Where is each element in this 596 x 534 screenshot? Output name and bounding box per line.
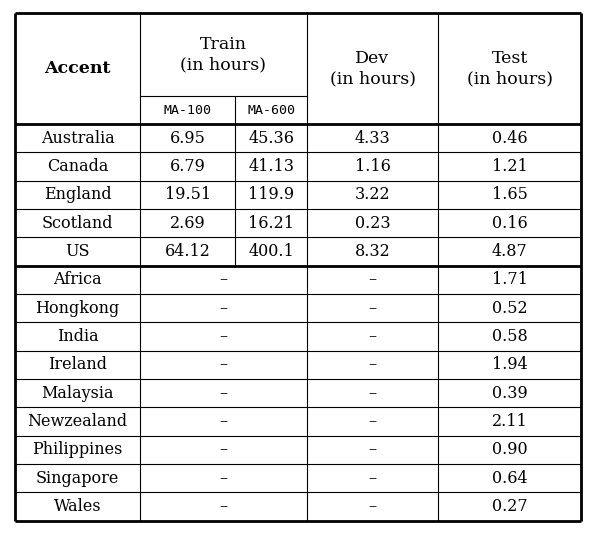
- Text: 1.16: 1.16: [355, 158, 390, 175]
- Text: –: –: [368, 441, 377, 458]
- Text: 0.64: 0.64: [492, 469, 527, 486]
- Text: Malaysia: Malaysia: [41, 384, 114, 402]
- Text: Canada: Canada: [47, 158, 108, 175]
- Text: 16.21: 16.21: [248, 215, 294, 232]
- Text: Wales: Wales: [54, 498, 101, 515]
- Text: 4.33: 4.33: [355, 130, 390, 146]
- Text: Accent: Accent: [44, 60, 111, 77]
- Text: MA-100: MA-100: [164, 104, 212, 116]
- Text: Philippines: Philippines: [32, 441, 123, 458]
- Text: India: India: [57, 328, 98, 345]
- Text: 0.58: 0.58: [492, 328, 527, 345]
- Text: MA-600: MA-600: [247, 104, 295, 116]
- Text: England: England: [44, 186, 111, 203]
- Text: –: –: [219, 413, 228, 430]
- Text: –: –: [368, 469, 377, 486]
- Text: 45.36: 45.36: [248, 130, 294, 146]
- Text: –: –: [368, 413, 377, 430]
- Text: –: –: [219, 271, 228, 288]
- Text: Dev
(in hours): Dev (in hours): [330, 50, 415, 87]
- Text: 119.9: 119.9: [248, 186, 294, 203]
- Text: –: –: [219, 300, 228, 317]
- Text: –: –: [368, 271, 377, 288]
- Text: 1.21: 1.21: [492, 158, 527, 175]
- Text: 0.16: 0.16: [492, 215, 527, 232]
- Text: 41.13: 41.13: [248, 158, 294, 175]
- Text: Australia: Australia: [41, 130, 114, 146]
- Text: 6.95: 6.95: [170, 130, 206, 146]
- Text: –: –: [219, 441, 228, 458]
- Text: 0.52: 0.52: [492, 300, 527, 317]
- Text: 8.32: 8.32: [355, 243, 390, 260]
- Text: 6.79: 6.79: [170, 158, 206, 175]
- Text: –: –: [368, 384, 377, 402]
- Text: Ireland: Ireland: [48, 356, 107, 373]
- Text: 1.71: 1.71: [492, 271, 527, 288]
- Text: Newzealand: Newzealand: [27, 413, 128, 430]
- Text: –: –: [219, 498, 228, 515]
- Text: 19.51: 19.51: [164, 186, 211, 203]
- Text: 0.27: 0.27: [492, 498, 527, 515]
- Text: Test
(in hours): Test (in hours): [467, 50, 552, 87]
- Text: –: –: [368, 356, 377, 373]
- Text: –: –: [368, 498, 377, 515]
- Text: 400.1: 400.1: [249, 243, 294, 260]
- Text: 0.39: 0.39: [492, 384, 527, 402]
- Text: 0.90: 0.90: [492, 441, 527, 458]
- Text: 64.12: 64.12: [165, 243, 210, 260]
- Text: Hongkong: Hongkong: [35, 300, 120, 317]
- Text: –: –: [219, 356, 228, 373]
- Text: Scotland: Scotland: [42, 215, 113, 232]
- Text: –: –: [219, 384, 228, 402]
- Text: 2.69: 2.69: [170, 215, 206, 232]
- Text: –: –: [368, 300, 377, 317]
- Text: 0.23: 0.23: [355, 215, 390, 232]
- Text: 2.11: 2.11: [492, 413, 527, 430]
- Text: 1.94: 1.94: [492, 356, 527, 373]
- Text: 1.65: 1.65: [492, 186, 527, 203]
- Text: 3.22: 3.22: [355, 186, 390, 203]
- Text: 4.87: 4.87: [492, 243, 527, 260]
- Text: –: –: [219, 328, 228, 345]
- Text: –: –: [368, 328, 377, 345]
- Text: US: US: [65, 243, 90, 260]
- Text: Singapore: Singapore: [36, 469, 119, 486]
- Text: Africa: Africa: [53, 271, 102, 288]
- Text: –: –: [219, 469, 228, 486]
- Text: 0.46: 0.46: [492, 130, 527, 146]
- Text: Train
(in hours): Train (in hours): [181, 36, 266, 73]
